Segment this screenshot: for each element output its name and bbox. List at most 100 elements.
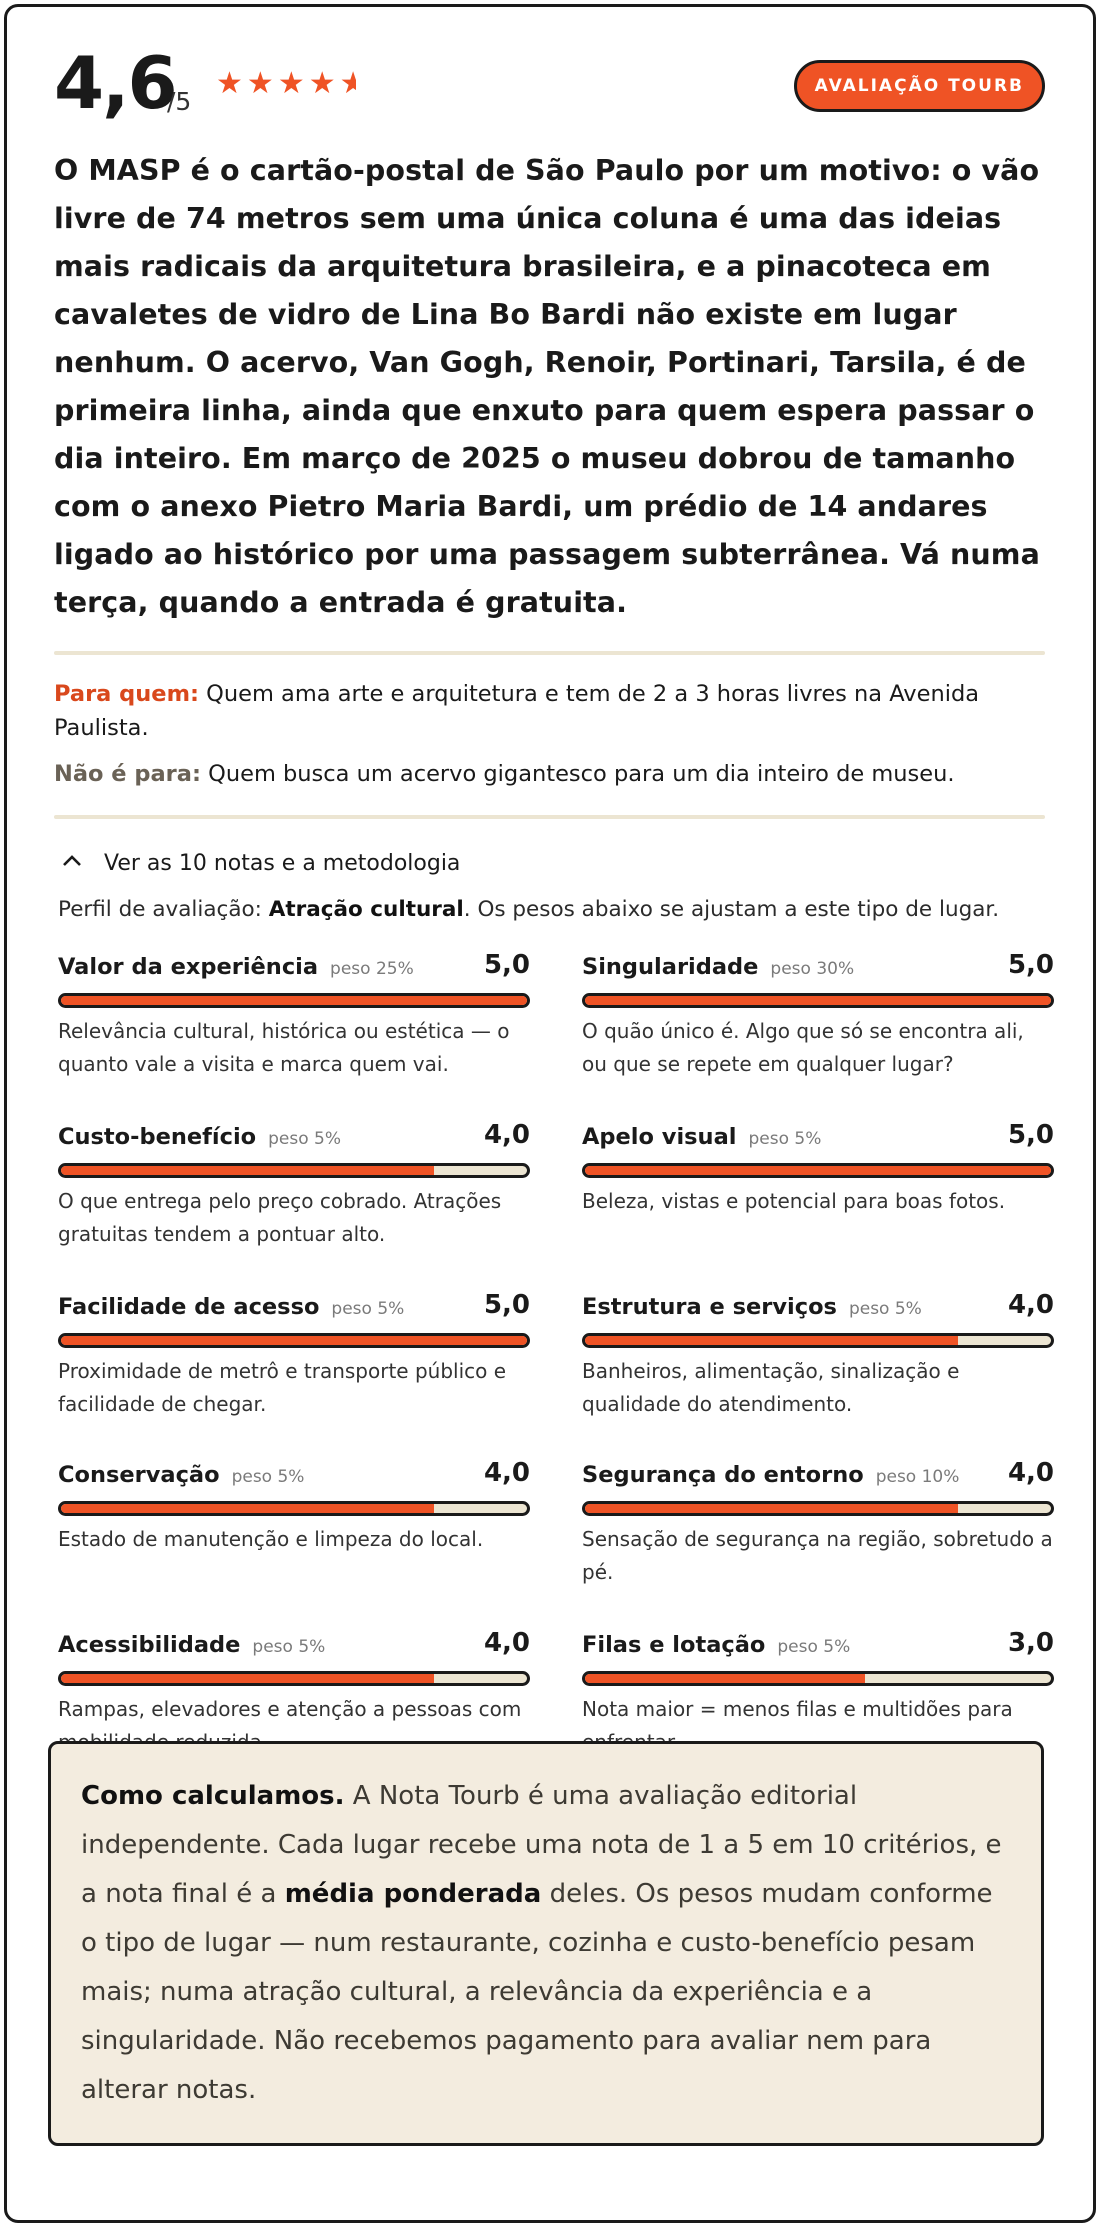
criterion-description: O que entrega pelo preço cobrado. Atraçõ… <box>58 1189 502 1246</box>
score-bar-fill <box>61 996 527 1005</box>
score-bar <box>58 1671 530 1686</box>
criterion-header: Valor da experiência peso 25% 5,0 <box>58 948 530 988</box>
for-whom-text: Quem ama arte e arquitetura e tem de 2 a… <box>54 681 980 741</box>
evaluation-profile: Perfil de avaliação: Atração cultural. O… <box>54 897 1045 922</box>
criterion-item: Filas e lotação peso 5% 3,0 Nota maior = me… <box>582 1626 1054 1759</box>
criterion-score: 4,0 <box>483 1628 530 1658</box>
criterion-item: Singularidade peso 30% 5,0 O quão único é. … <box>582 948 1054 1081</box>
criterion-header: Apelo visual peso 5% 5,0 <box>582 1118 1054 1158</box>
score-bar-fill <box>61 1674 434 1683</box>
criterion-score: 5,0 <box>483 950 530 980</box>
score-bar-fill <box>61 1504 434 1513</box>
criterion-header: Facilidade de acesso peso 5% 5,0 <box>58 1288 530 1328</box>
criterion-description: Proximidade de metrô e transporte públic… <box>58 1359 507 1416</box>
criterion-name: Acessibilidade peso 5% <box>58 1632 326 1658</box>
profile-type: Atração cultural <box>268 897 464 922</box>
notes-toggle-label: Ver as 10 notas e a metodologia <box>104 850 461 876</box>
review-text: O MASP é o cartão-postal de São Paulo po… <box>54 154 1040 619</box>
criterion-item: Facilidade de acesso peso 5% 5,0 Proximidad… <box>58 1288 530 1421</box>
score-bar-fill <box>585 1504 958 1513</box>
star-rating: ★★★★★ <box>216 69 356 99</box>
overall-score: 4,6 <box>54 41 178 125</box>
criterion-weight: peso 5% <box>331 1299 405 1319</box>
profile-prefix: Perfil de avaliação: <box>58 897 269 922</box>
divider <box>54 815 1045 819</box>
tourb-badge: AVALIAÇÃO TOURB <box>793 60 1045 112</box>
criterion-score: 4,0 <box>1007 1290 1054 1320</box>
criterion-score: 4,0 <box>483 1120 530 1150</box>
criterion-weight: peso 5% <box>748 1129 822 1149</box>
score-max: /5 <box>167 87 192 116</box>
criterion-name: Custo-benefício peso 5% <box>58 1124 342 1150</box>
star-icon: ★ <box>277 66 309 101</box>
criterion-score: 4,0 <box>1007 1458 1054 1488</box>
criterion-weight: peso 5% <box>252 1637 326 1657</box>
audience-section: Para quem: Quem ama arte e arquitetura e… <box>54 655 1045 791</box>
criterion-item: Segurança do entorno peso 10% 4,0 Sensação … <box>582 1456 1054 1589</box>
score-bar-fill <box>585 1674 865 1683</box>
score-bar-fill <box>585 996 1051 1005</box>
criterion-weight: peso 30% <box>770 959 855 979</box>
criterion-description: Relevância cultural, histórica ou estéti… <box>58 1019 510 1076</box>
criterion-name: Filas e lotação peso 5% <box>582 1632 851 1658</box>
criterion-weight: peso 5% <box>231 1467 305 1487</box>
for-whom-label: Para quem: <box>54 681 200 707</box>
score-bar <box>582 1163 1054 1178</box>
star-icon: ★ <box>308 66 340 101</box>
criterion-name: Estrutura e serviços peso 5% <box>582 1294 922 1320</box>
score-bar <box>58 1333 530 1348</box>
score-bar <box>58 993 530 1008</box>
not-for-text: Quem busca um acervo gigantesco para um … <box>208 761 955 787</box>
methodology-box: Como calculamos. A Nota Tourb é uma aval… <box>48 1741 1044 2146</box>
criterion-name: Valor da experiência peso 25% <box>58 954 414 980</box>
criterion-description: Sensação de segurança na região, sobretu… <box>582 1527 1053 1584</box>
star-icon: ★ <box>246 66 278 101</box>
score-bar <box>58 1501 530 1516</box>
criterion-name: Singularidade peso 30% <box>582 954 855 980</box>
criteria-grid: Valor da experiência peso 25% 5,0 Relevânci… <box>54 948 1054 1768</box>
criterion-header: Conservação peso 5% 4,0 <box>58 1456 530 1496</box>
score-bar <box>58 1163 530 1178</box>
criterion-weight: peso 5% <box>848 1299 922 1319</box>
criterion-name: Facilidade de acesso peso 5% <box>58 1294 405 1320</box>
criterion-score: 5,0 <box>1007 1120 1054 1150</box>
criterion-weight: peso 5% <box>777 1637 851 1657</box>
criterion-score: 5,0 <box>483 1290 530 1320</box>
score-bar <box>582 993 1054 1008</box>
criterion-item: Apelo visual peso 5% 5,0 Beleza, vistas e p… <box>582 1118 1054 1218</box>
score-bar <box>582 1501 1054 1516</box>
methodology-text: A Nota Tourb é uma avaliação editorial i… <box>81 1781 1002 1909</box>
criterion-description: Estado de manutenção e limpeza do local. <box>58 1527 484 1551</box>
criterion-name: Conservação peso 5% <box>58 1462 305 1488</box>
criterion-header: Estrutura e serviços peso 5% 4,0 <box>582 1288 1054 1328</box>
methodology-text-end: deles. Os pesos mudam conforme o tipo de… <box>81 1879 993 2105</box>
not-for-label: Não é para: <box>54 761 201 787</box>
criterion-score: 3,0 <box>1007 1628 1054 1658</box>
methodology-emphasis: média ponderada <box>284 1879 542 1909</box>
score-bar-fill <box>585 1166 1051 1175</box>
criterion-item: Custo-benefício peso 5% 4,0 O que entrega p… <box>58 1118 530 1251</box>
score-bar <box>582 1333 1054 1348</box>
star-icon: ★ <box>216 66 247 101</box>
score-bar-fill <box>61 1166 434 1175</box>
methodology-title: Como calculamos. <box>81 1781 345 1811</box>
criterion-score: 5,0 <box>1007 950 1054 980</box>
criterion-header: Acessibilidade peso 5% 4,0 <box>58 1626 530 1666</box>
criterion-weight: peso 10% <box>875 1467 960 1487</box>
score-bar-fill <box>61 1336 527 1345</box>
criterion-weight: peso 5% <box>268 1129 342 1149</box>
score-bar <box>582 1671 1054 1686</box>
notes-toggle[interactable]: Ver as 10 notas e a metodologia <box>54 819 1045 907</box>
criterion-item: Estrutura e serviços peso 5% 4,0 Banheiros,… <box>582 1288 1054 1421</box>
criterion-description: Banheiros, alimentação, sinalização e qu… <box>582 1359 960 1416</box>
rating-header: 4,6 /5 ★★★★★ AVALIAÇÃO TOURB <box>54 7 1045 147</box>
criterion-header: Singularidade peso 30% 5,0 <box>582 948 1054 988</box>
criterion-weight: peso 25% <box>330 959 414 979</box>
criterion-description: Beleza, vistas e potencial para boas fot… <box>582 1189 1006 1213</box>
for-whom: Para quem: Quem ama arte e arquitetura e… <box>54 677 1045 745</box>
divider <box>54 651 1045 655</box>
criterion-item: Conservação peso 5% 4,0 Estado de manutençã… <box>58 1456 530 1556</box>
criterion-item: Acessibilidade peso 5% 4,0 Rampas, elevador… <box>58 1626 530 1759</box>
criterion-item: Valor da experiência peso 25% 5,0 Relevânci… <box>58 948 530 1081</box>
criterion-header: Segurança do entorno peso 10% 4,0 <box>582 1456 1054 1496</box>
